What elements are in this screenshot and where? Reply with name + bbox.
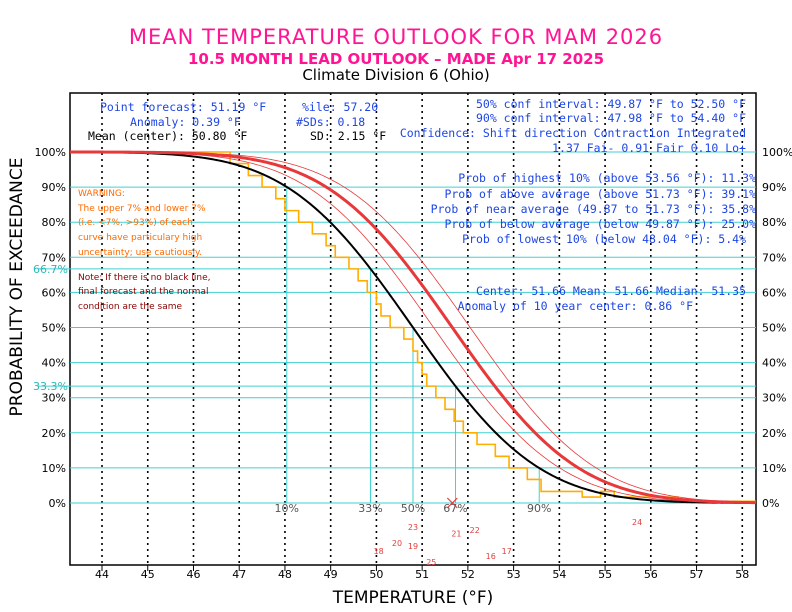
y-tick-label-right: 0% (762, 497, 779, 510)
warning-line-1: The upper 7% and lower 7% (77, 204, 206, 214)
y-tick-label-left: 40% (42, 357, 66, 370)
climate-division: Climate Division 6 (Ohio) (302, 66, 489, 84)
y-tick-label-right: 40% (762, 357, 786, 370)
year-label: 17 (502, 547, 512, 556)
prob-below-average: Prob of below average (below 49.87 °F): … (444, 217, 756, 231)
warning-line-3: curve have particulary high (78, 233, 202, 243)
confidence-header: Confidence: Shift direction Contraction … (400, 126, 746, 140)
year-label: 21 (451, 529, 461, 538)
x-tick-label: 56 (644, 568, 658, 581)
y-tick-label-right: 80% (762, 216, 786, 229)
y-tick-label-left: 90% (42, 181, 66, 194)
x-tick-label: 48 (278, 568, 292, 581)
warning-line-2: (i.e. <7%, >93%) of each (78, 218, 193, 228)
y-tick-label-left: 80% (42, 216, 66, 229)
percentile-lines: 10% 33% 50% 67% 90% (275, 186, 551, 515)
anomaly: Anomaly: 0.39 °F (130, 115, 241, 129)
normal-curve (70, 151, 756, 504)
note-line-2: final forecast and the normal (78, 287, 208, 297)
chart-title: MEAN TEMPERATURE OUTLOOK FOR MAM 2026 (129, 25, 663, 49)
ten-year-anomaly: Anomaly of 10 year center: 0.86 °F (458, 299, 693, 313)
y-tick-label-left: 30% (42, 392, 66, 405)
num-sds: #SDs: 0.18 (296, 115, 365, 129)
tercile-label: 66.7% (33, 263, 68, 276)
year-label: 25 (426, 558, 436, 567)
curves (70, 150, 757, 505)
plot-frame (69, 92, 757, 566)
y-tick-label-right: 70% (762, 251, 786, 264)
y-tick-label-right: 20% (762, 427, 786, 440)
prob-near-average: Prob of near average (49.87 to 51.73 °F)… (431, 202, 756, 216)
forecast-curve (70, 150, 757, 505)
sd: SD: 2.15 °F (310, 129, 386, 143)
y-tick-label-left: 20% (42, 427, 66, 440)
conf-90: 90% conf interval: 47.98 °F to 54.40 °F (476, 111, 746, 125)
x-tick-label: 46 (186, 568, 200, 581)
percentile-label: 33% (358, 502, 382, 515)
year-label: 16 (486, 552, 496, 561)
climatology-step-line (70, 151, 756, 503)
center-marker (446, 497, 458, 509)
tercile-label: 33.3% (33, 380, 68, 393)
x-tick-label: 45 (141, 568, 155, 581)
y-tick-label-right: 30% (762, 392, 786, 405)
center-stats: Center: 51.66 Mean: 51.66 Median: 51.35 (476, 284, 746, 298)
x-tick-label: 49 (324, 568, 338, 581)
prob-above-average: Prob of above average (above 51.73 °F): … (444, 187, 756, 201)
percentile-label: 67% (443, 502, 467, 515)
point-forecast: Point forecast: 51.19 °F (100, 100, 266, 114)
x-tick-label: 57 (690, 568, 704, 581)
y-tick-label-right: 10% (762, 462, 786, 475)
percentile-label: 50% (401, 502, 425, 515)
y-tick-label-right: 90% (762, 181, 786, 194)
confidence-values: 1.37 Fai- 0.91 Fair 0.10 Lo+ (552, 141, 746, 155)
year-label: 23 (408, 523, 418, 532)
year-label: 18 (374, 547, 384, 556)
percentile-label: 90% (527, 502, 551, 515)
y-tick-label-right: 100% (762, 146, 792, 159)
x-tick-label: 53 (507, 568, 521, 581)
y-tick-label-right: 50% (762, 322, 786, 335)
chart-subtitle: 10.5 MONTH LEAD OUTLOOK – MADE Apr 17 20… (188, 50, 604, 68)
y-tick-label-left: 10% (42, 462, 66, 475)
note-line-3: condition are the same (78, 302, 182, 312)
year-label: 22 (470, 526, 480, 535)
note-line-1: Note: If there is no black line, (78, 273, 211, 283)
year-label: 19 (408, 542, 418, 551)
x-tick-label: 51 (415, 568, 429, 581)
x-tick-label: 55 (598, 568, 612, 581)
x-axis-title: TEMPERATURE (°F) (332, 588, 494, 608)
year-label: 24 (632, 518, 642, 527)
y-tick-label-left: 50% (42, 322, 66, 335)
y-tick-label-left: 60% (42, 286, 66, 299)
warning-title: WARNING: (78, 189, 125, 199)
markers: 23 20 19 18 21 22 16 17 25 24 (374, 497, 642, 567)
y-axis-title: PROBABILITY OF EXCEEDANCE (7, 158, 27, 417)
mean-center: Mean (center): 50.80 °F (88, 129, 247, 143)
year-label: 20 (392, 539, 402, 548)
prob-highest-10: Prob of highest 10% (above 53.56 °F): 11… (458, 171, 756, 185)
x-tick-label: 47 (232, 568, 246, 581)
x-tick-label: 44 (95, 568, 109, 581)
x-tick-label: 50 (369, 568, 383, 581)
conf-50: 50% conf interval: 49.87 °F to 52.50 °F (476, 97, 746, 111)
axis-ticks: 44 45 46 47 48 49 50 51 52 53 54 55 56 57 580% 0%10% 10%… (33, 146, 792, 581)
prob-lowest-10: Prob of lowest 10% (below 48.04 °F): 5.4… (462, 232, 746, 246)
y-tick-label-left: 100% (35, 146, 66, 159)
y-tick-label-left: 70% (42, 251, 66, 264)
y-tick-label-right: 60% (762, 286, 786, 299)
warning-line-4: uncertainty; use cautiously. (78, 248, 202, 258)
x-tick-label: 58 (735, 568, 749, 581)
x-tick-label: 52 (461, 568, 475, 581)
y-tick-label-left: 0% (49, 497, 66, 510)
percentile: %ile: 57.20 (302, 100, 378, 114)
x-tick-label: 54 (552, 568, 566, 581)
percentile-label: 10% (275, 502, 299, 515)
